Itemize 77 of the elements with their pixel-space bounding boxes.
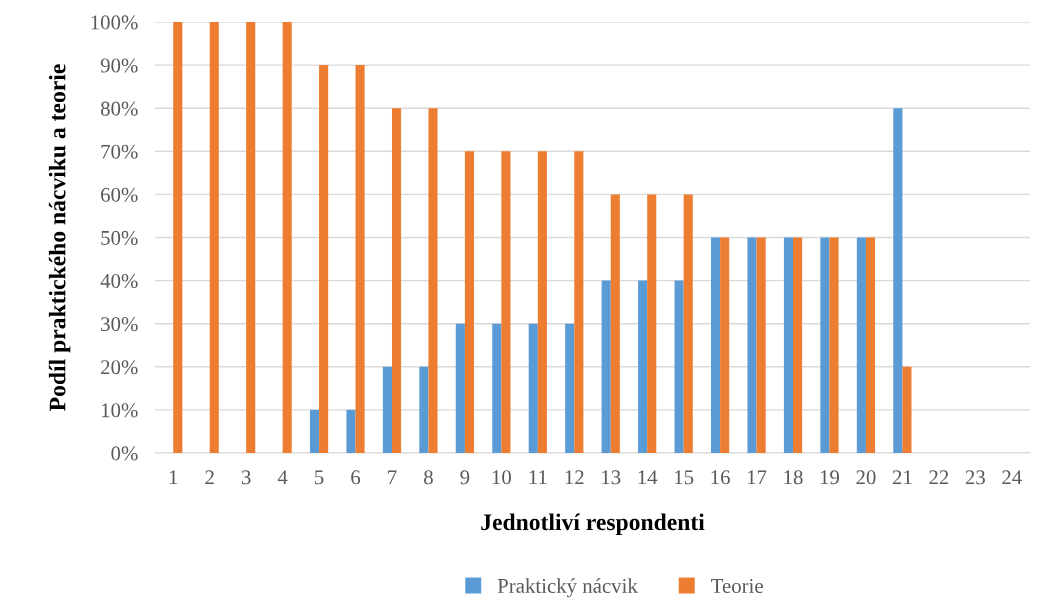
y-tick-label: 70%	[101, 144, 138, 159]
x-tick-label: 13	[602, 470, 621, 485]
x-tick-label: 7	[388, 470, 397, 485]
x-tick-label: 2	[205, 470, 214, 485]
legend-label: Teorie	[711, 578, 763, 593]
y-tick-label: 10%	[101, 403, 138, 418]
bar	[419, 366, 429, 453]
x-tick-label: 5	[315, 470, 324, 485]
bar	[756, 237, 766, 453]
x-tick-label: 20	[856, 470, 876, 485]
x-tick-label: 18	[784, 470, 803, 485]
bar	[829, 237, 839, 453]
y-axis-title: Podíl praktického nácviku a teorie	[48, 64, 71, 411]
y-tick-label: 60%	[101, 187, 138, 202]
bar	[391, 108, 402, 453]
bar	[638, 280, 648, 453]
y-tick-label: 30%	[101, 317, 138, 332]
bar	[464, 151, 475, 453]
y-tick-label: 20%	[101, 360, 138, 375]
legend-label: Praktický nácvik	[497, 578, 638, 598]
x-tick-label: 8	[424, 470, 433, 485]
y-tick-label: 90%	[100, 58, 138, 73]
x-tick-label: 9	[460, 470, 470, 485]
bar	[528, 323, 538, 453]
y-tick-label: 0%	[111, 446, 138, 461]
y-tick-label: 80%	[100, 101, 138, 116]
bar	[902, 366, 912, 453]
bar	[309, 409, 320, 453]
x-tick-label: 12	[565, 470, 584, 485]
x-tick-label: 17	[747, 470, 767, 485]
bar	[647, 194, 657, 453]
x-tick-label: 10	[492, 470, 511, 485]
bar	[246, 22, 256, 453]
bar	[492, 323, 502, 453]
x-tick-label: 19	[820, 470, 840, 485]
x-tick-label: 4	[277, 470, 288, 485]
bar	[710, 237, 721, 453]
bar	[282, 22, 292, 453]
x-tick-label: 22	[929, 470, 949, 485]
x-tick-label: 6	[351, 470, 361, 485]
bar	[455, 323, 465, 453]
x-tick-label: 16	[711, 470, 730, 485]
bar	[601, 280, 611, 453]
bar	[382, 366, 392, 453]
y-tick-label: 40%	[100, 273, 138, 289]
bar	[346, 409, 356, 453]
bar	[565, 323, 575, 453]
x-axis-title: Jednotliví respondenti	[481, 513, 705, 535]
bar	[783, 237, 794, 453]
bar	[537, 151, 547, 453]
bar	[820, 237, 830, 453]
bar	[173, 22, 183, 453]
x-tick-label: 14	[638, 470, 658, 485]
bar	[683, 194, 693, 453]
bar	[574, 151, 584, 453]
x-tick-label: 11	[529, 470, 547, 485]
x-tick-label: 23	[965, 470, 985, 485]
bar	[209, 22, 219, 453]
bar	[747, 237, 757, 453]
x-tick-label: 3	[241, 470, 251, 485]
y-tick-label: 100%	[91, 15, 138, 30]
x-tick-label: 21	[892, 470, 912, 485]
x-tick-label: 24	[1002, 470, 1022, 485]
bar	[893, 108, 903, 453]
bar	[674, 280, 684, 453]
bar	[720, 237, 730, 453]
bar	[793, 237, 803, 453]
y-tick-label: 50%	[101, 230, 138, 245]
x-tick-label: 1	[169, 470, 178, 485]
bar	[319, 65, 329, 453]
bar	[865, 237, 876, 453]
bar	[610, 194, 620, 453]
x-tick-label: 15	[675, 470, 694, 485]
bar	[428, 108, 438, 453]
bar	[501, 151, 511, 453]
bar	[856, 237, 866, 453]
bar	[355, 65, 365, 453]
